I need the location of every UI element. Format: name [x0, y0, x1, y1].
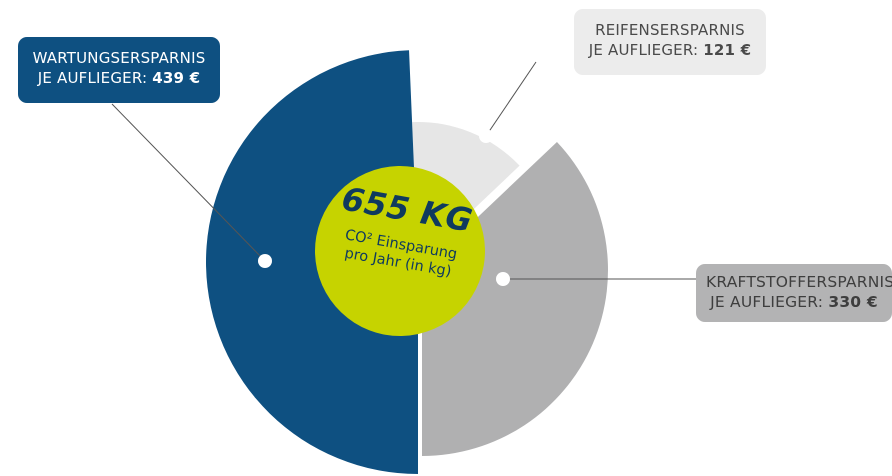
reifen-callout-title: REIFENSERSPARNIS [584, 20, 756, 40]
kraft-callout-title: KRAFTSTOFFERSPARNIS [706, 272, 882, 292]
reifen-leader-line [486, 62, 536, 136]
reifen-callout-prefix: JE AUFLIEGER: [589, 41, 703, 59]
kraft-leader-dot [496, 272, 510, 286]
reifen-callout: REIFENSERSPARNIS JE AUFLIEGER: 121 € [574, 9, 766, 75]
wartung-callout-prefix: JE AUFLIEGER: [38, 69, 152, 87]
reifen-leader-dot [479, 129, 493, 143]
reifen-callout-amount: 121 € [703, 41, 751, 59]
wartung-callout: WARTUNGSERSPARNIS JE AUFLIEGER: 439 € [18, 37, 220, 103]
kraft-callout-amount: 330 € [828, 293, 878, 311]
kraft-callout-value-line: JE AUFLIEGER: 330 € [706, 292, 882, 312]
wartung-callout-title: WARTUNGSERSPARNIS [28, 48, 210, 68]
wartung-callout-amount: 439 € [152, 69, 200, 87]
kraft-callout-prefix: JE AUFLIEGER: [710, 293, 828, 311]
kraft-callout: KRAFTSTOFFERSPARNIS JE AUFLIEGER: 330 € [696, 264, 892, 322]
wartung-callout-value-line: JE AUFLIEGER: 439 € [28, 68, 210, 88]
wartung-leader-dot [258, 254, 272, 268]
reifen-callout-value-line: JE AUFLIEGER: 121 € [584, 40, 756, 60]
